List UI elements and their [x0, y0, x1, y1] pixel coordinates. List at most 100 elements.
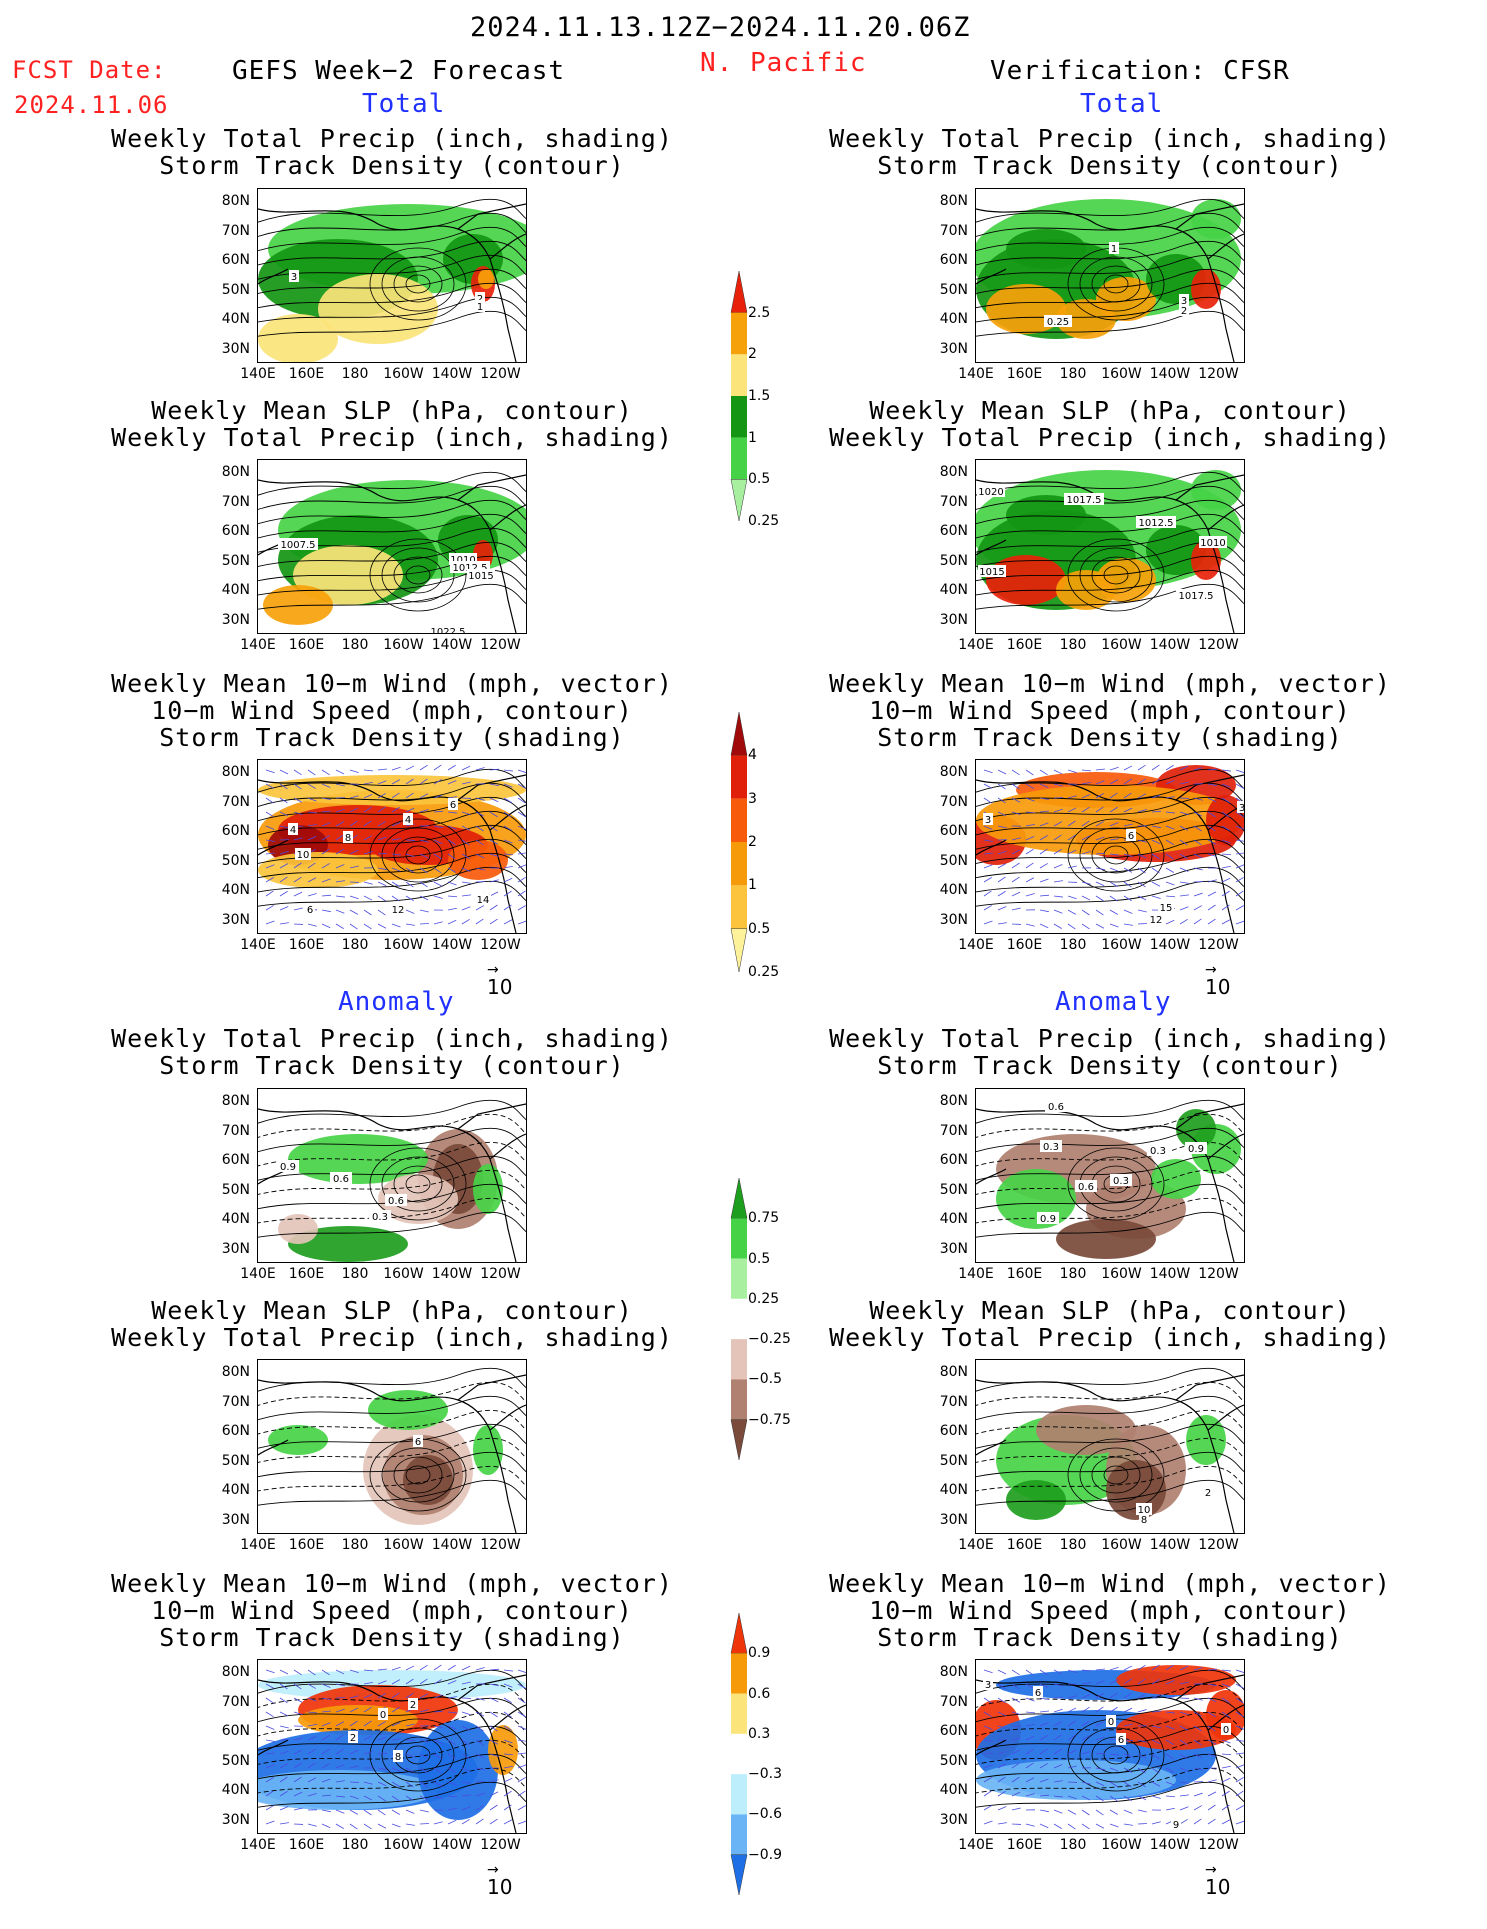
- wind-vector: [448, 765, 456, 770]
- colorbar-label: 0.5: [748, 921, 770, 937]
- svg-text:0.3: 0.3: [1113, 1176, 1129, 1187]
- wind-vector: [1124, 1666, 1132, 1670]
- vector-reference: →10: [487, 965, 512, 999]
- wind-vector: [1026, 1824, 1035, 1826]
- lat-tick-label: 60N: [928, 823, 968, 839]
- wind-vector: [984, 1821, 992, 1824]
- contour-label: 3: [983, 813, 993, 826]
- wind-vector: [1096, 910, 1103, 915]
- svg-text:1017.5: 1017.5: [1067, 495, 1102, 506]
- lon-tick-label: 160E: [285, 1837, 329, 1853]
- panel-title-line: Weekly Total Precip (inch, shading): [32, 125, 752, 152]
- wind-vector: [490, 1805, 497, 1810]
- contour-label: 0.6: [385, 1194, 407, 1207]
- wind-vector: [378, 1669, 387, 1670]
- wind-vector: [434, 765, 441, 770]
- wind-vector: [490, 905, 497, 910]
- wind-vector: [378, 769, 387, 770]
- panel-title-line: Weekly Mean SLP (hPa, contour): [750, 1297, 1470, 1324]
- wind-vector: [1096, 924, 1104, 928]
- lat-tick-label: 70N: [210, 1394, 250, 1410]
- wind-vector: [378, 1824, 386, 1828]
- wind-vector: [1222, 1820, 1230, 1824]
- wind-vector: [1180, 882, 1189, 883]
- svg-text:0.6: 0.6: [333, 1174, 349, 1185]
- lat-tick-label: 70N: [928, 794, 968, 810]
- wind-vector: [998, 1823, 1007, 1824]
- wind-vector: [322, 895, 331, 896]
- wind-vector: [1110, 924, 1118, 927]
- lat-tick-label: 60N: [928, 1423, 968, 1439]
- colorbar-label: −0.75: [748, 1412, 791, 1428]
- wind-vector: [1012, 908, 1021, 910]
- colorbar-label: −0.5: [748, 1371, 782, 1387]
- lon-tick-label: 120W: [479, 937, 523, 953]
- lat-tick-label: 80N: [210, 464, 250, 480]
- wind-vector: [364, 770, 373, 771]
- vector-reference-value: 10: [1205, 975, 1230, 999]
- lat-tick-label: 30N: [210, 341, 250, 357]
- lat-tick-label: 40N: [928, 311, 968, 327]
- panel-title-line: Weekly Total Precip (inch, shading): [32, 1324, 752, 1351]
- wind-vector: [1012, 770, 1020, 775]
- wind-vector: [350, 910, 358, 914]
- wind-vector: [266, 891, 273, 896]
- colorbar-swatch: [731, 479, 747, 521]
- lon-tick-label: 180: [1051, 637, 1095, 653]
- wind-vector: [1082, 910, 1089, 915]
- wind-vector: [1166, 1796, 1175, 1797]
- wind-vector: [1180, 907, 1188, 910]
- svg-text:1015: 1015: [979, 567, 1004, 578]
- shading-region: [976, 785, 1244, 855]
- panel-title-line: Weekly Total Precip (inch, shading): [32, 424, 752, 451]
- shading-region: [1191, 199, 1241, 239]
- wind-vector: [294, 892, 302, 896]
- lon-tick-label: 140W: [1148, 937, 1192, 953]
- vector-reference: →10: [1205, 965, 1230, 999]
- wind-vector: [392, 1667, 401, 1670]
- wind-vector: [308, 1824, 317, 1826]
- lon-tick-label: 160E: [1003, 637, 1047, 653]
- lat-tick-label: 40N: [210, 1211, 250, 1227]
- contour-label: 2: [1203, 1486, 1213, 1499]
- lat-tick-label: 80N: [210, 1364, 250, 1380]
- wind-vector: [1124, 1708, 1132, 1712]
- wind-vector: [1236, 853, 1244, 854]
- svg-text:6: 6: [1035, 1688, 1041, 1699]
- contour-label: 0: [378, 1708, 388, 1721]
- wind-vector: [266, 1726, 274, 1730]
- wind-vector: [504, 920, 512, 924]
- wind-vector: [1040, 1810, 1049, 1812]
- panel-title-r2c2: Weekly Mean SLP (hPa, contour)Weekly Tot…: [750, 397, 1470, 451]
- wind-vector: [392, 1810, 400, 1815]
- lat-tick-label: 80N: [928, 193, 968, 209]
- wind-vector: [392, 767, 401, 770]
- wind-vector: [1096, 882, 1104, 886]
- wind-vector: [364, 924, 372, 929]
- colorbar-label: −0.25: [748, 1331, 791, 1347]
- wind-vector: [1208, 1792, 1216, 1796]
- wind-vector: [364, 910, 371, 915]
- lon-tick-label: 140W: [430, 637, 474, 653]
- lon-tick-label: 140W: [1148, 1266, 1192, 1282]
- shading-region: [996, 1169, 1076, 1229]
- lon-tick-label: 160E: [285, 366, 329, 382]
- svg-text:6: 6: [1128, 831, 1134, 842]
- wind-vector: [420, 1810, 429, 1812]
- wind-vector: [462, 1819, 470, 1824]
- svg-text:12: 12: [392, 905, 405, 916]
- vector-reference: →10: [1205, 1865, 1230, 1899]
- colorbar-swatch: [731, 1339, 747, 1379]
- svg-text:1015: 1015: [468, 571, 493, 582]
- wind-vector: [1180, 1807, 1188, 1810]
- lon-tick-label: 120W: [1197, 366, 1241, 382]
- lat-tick-label: 80N: [928, 764, 968, 780]
- lat-tick-label: 40N: [210, 311, 250, 327]
- fcst-date: 2024.11.06: [14, 91, 169, 119]
- svg-text:0.3: 0.3: [1150, 1146, 1166, 1157]
- svg-text:12: 12: [1150, 915, 1163, 926]
- colorbar-swatch: [731, 313, 747, 355]
- lon-tick-label: 160E: [285, 1266, 329, 1282]
- lat-tick-label: 40N: [928, 582, 968, 598]
- wind-vector: [984, 891, 991, 896]
